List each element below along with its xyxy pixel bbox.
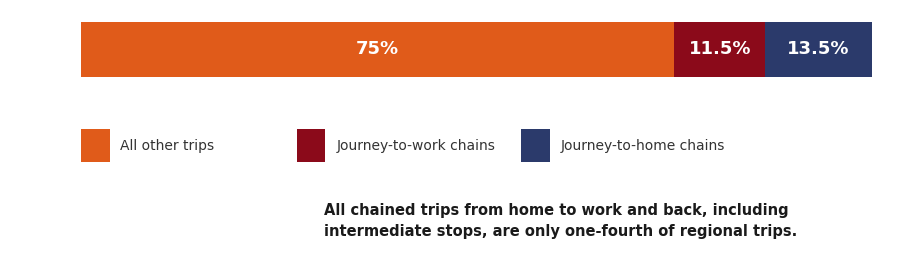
Text: Journey-to-home chains: Journey-to-home chains xyxy=(561,139,725,153)
Text: 13.5%: 13.5% xyxy=(788,40,850,59)
Bar xyxy=(521,129,550,162)
Text: 75%: 75% xyxy=(356,40,399,59)
Bar xyxy=(674,22,765,77)
Bar xyxy=(297,129,325,162)
Bar xyxy=(81,22,674,77)
Text: All other trips: All other trips xyxy=(120,139,215,153)
Bar xyxy=(765,22,872,77)
Text: All chained trips from home to work and back, including
intermediate stops, are : All chained trips from home to work and … xyxy=(324,203,797,239)
Text: 11.5%: 11.5% xyxy=(689,40,751,59)
Bar xyxy=(81,129,110,162)
Text: Journey-to-work chains: Journey-to-work chains xyxy=(336,139,495,153)
